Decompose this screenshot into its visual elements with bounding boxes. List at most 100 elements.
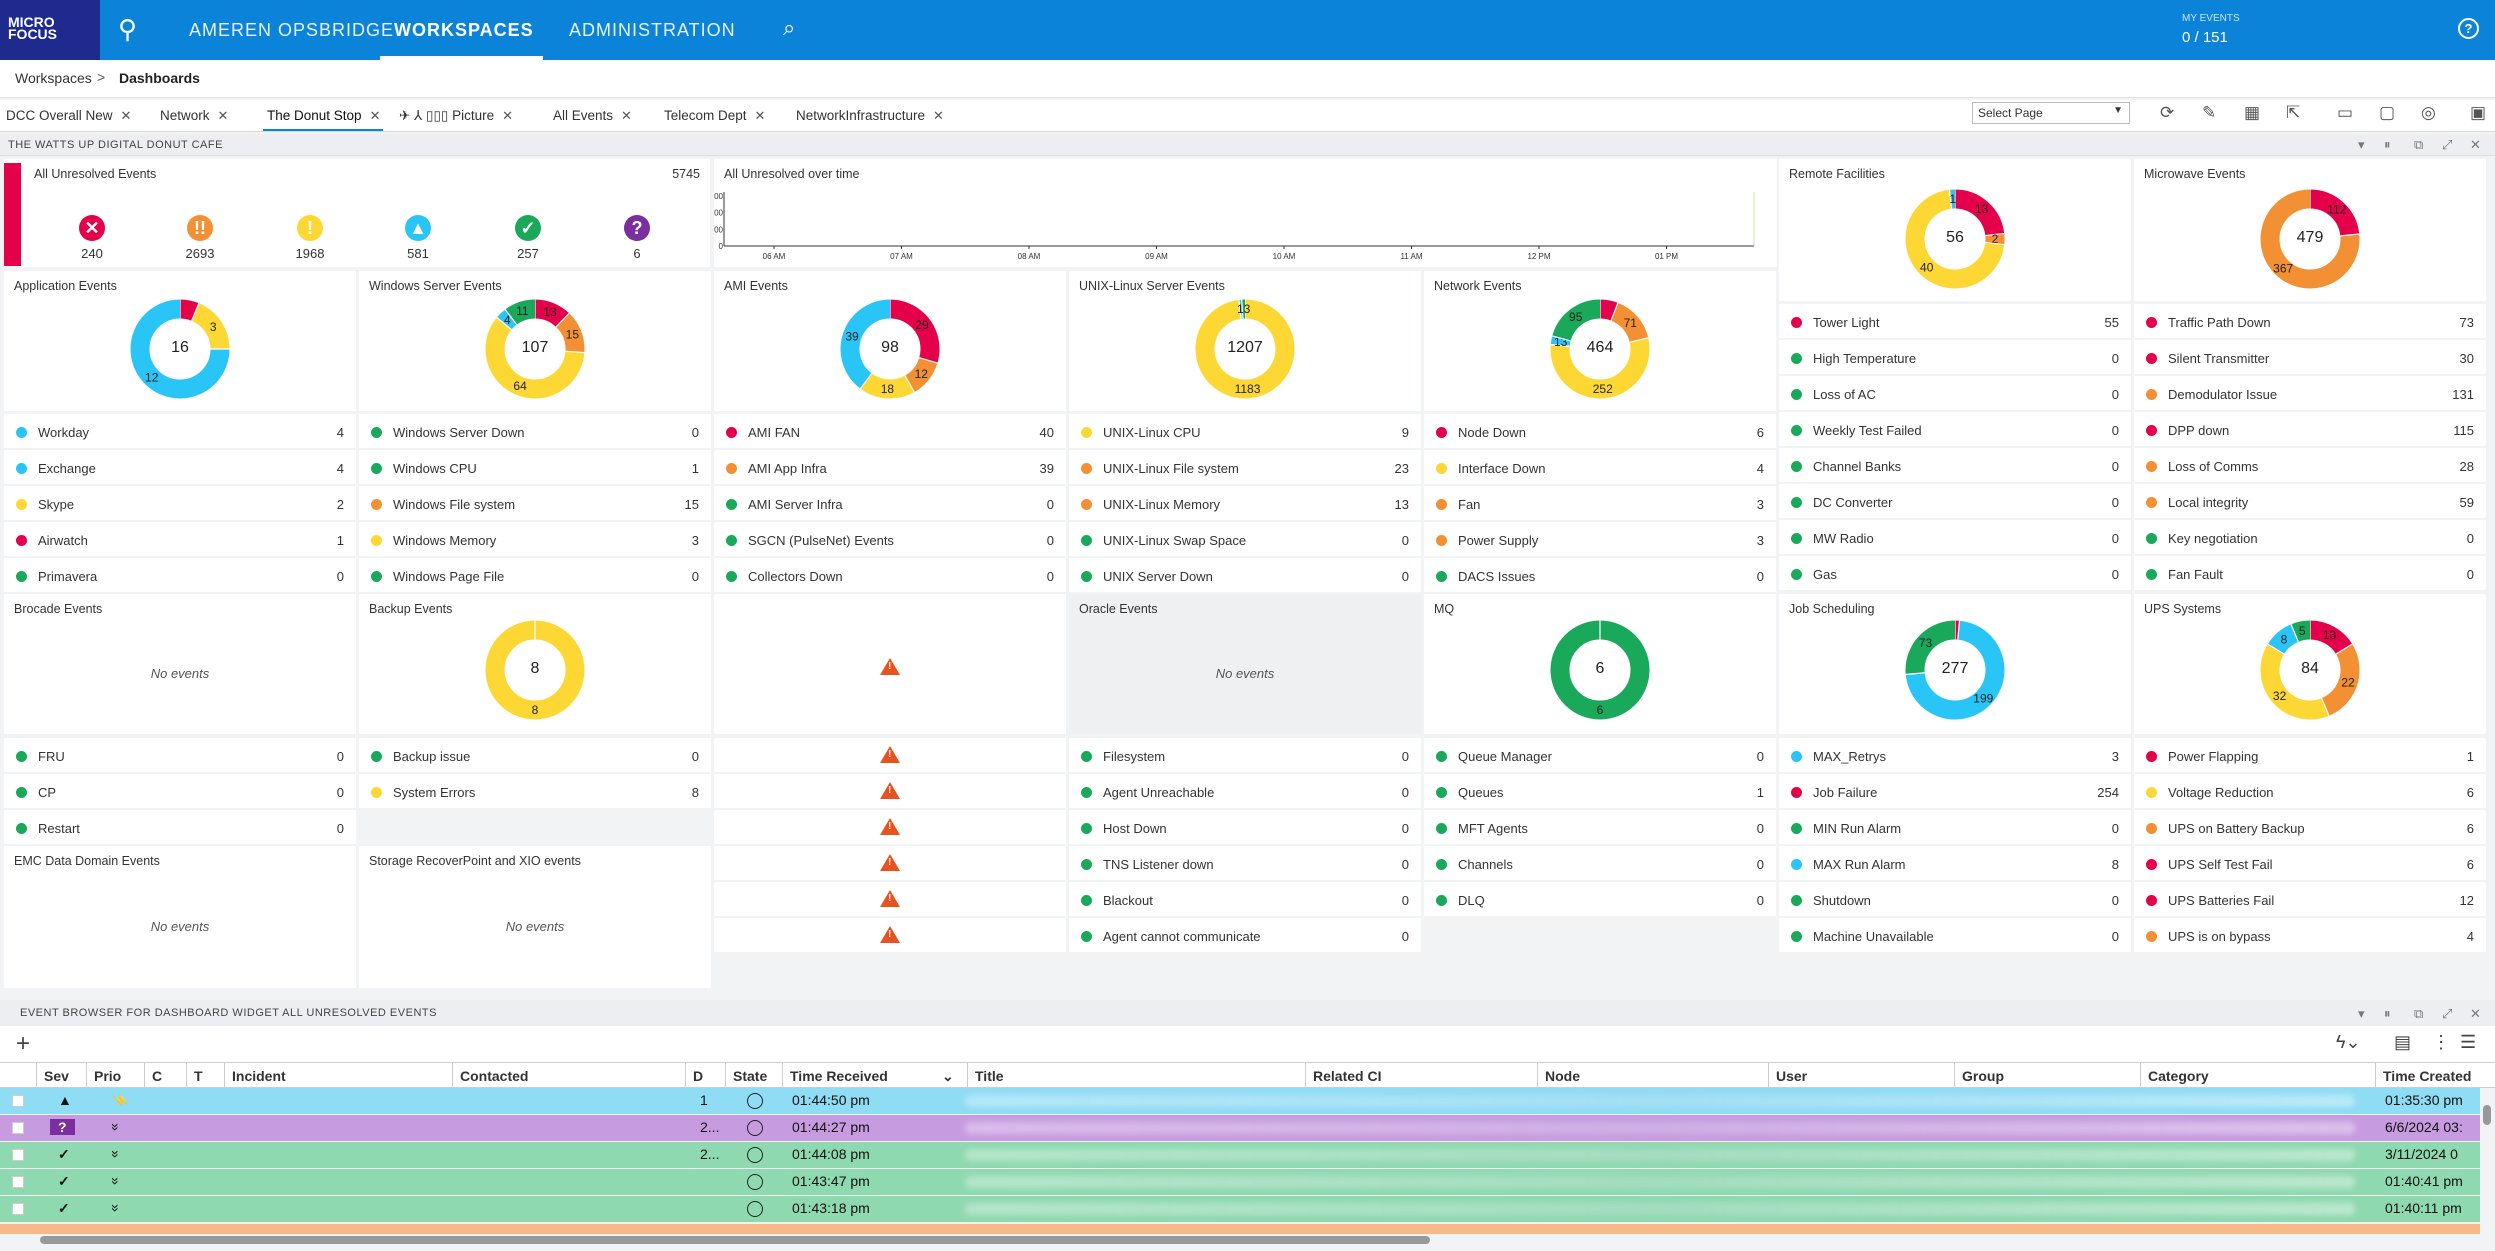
event-category-row[interactable]: DC Converter 0 [1779,484,2131,518]
column-header[interactable]: T [194,1068,203,1084]
app-events-widget[interactable]: Application Events 3 12 16 [4,271,356,411]
event-category-row[interactable]: Job Failure 254 [1779,774,2131,808]
help-icon[interactable]: ? [2458,18,2479,39]
warning-row[interactable] [714,810,1066,844]
event-category-row[interactable]: Filesystem 0 [1069,738,1421,772]
event-category-row[interactable]: Fan 3 [1424,486,1776,520]
event-category-row[interactable]: MAX_Retrys 3 [1779,738,2131,772]
event-category-row[interactable]: Node Down 6 [1424,414,1776,448]
event-category-row[interactable]: Windows File system 15 [359,486,711,520]
event-category-row[interactable]: Queue Manager 0 [1424,738,1776,772]
event-category-row[interactable]: Power Supply 3 [1424,522,1776,556]
warning-row[interactable] [714,882,1066,916]
column-header[interactable]: Group [1962,1068,2004,1084]
donut-segment[interactable] [1905,189,2005,289]
normal-severity-icon[interactable]: ✓ [515,215,541,241]
donut-segment[interactable] [1195,299,1295,399]
donut-chart[interactable]: 13 22 32 8 5 84 [2260,620,2360,720]
tab-networkinfrastructure[interactable]: NetworkInfrastructure ✕ [796,108,944,123]
donut-chart[interactable]: 13 15 64 4 11 107 [485,299,585,399]
donut-segment[interactable] [485,299,585,399]
select-page-dropdown[interactable]: Select Page ▼ [1972,102,2130,124]
microwave-events-widget[interactable]: Microwave Events 112 367 479 [2134,159,2486,301]
warning-row[interactable] [714,846,1066,880]
expand-icon[interactable]: ⤢ [2442,1006,2453,1021]
event-category-row[interactable]: Gas 0 [1779,556,2131,590]
event-category-row[interactable]: DACS Issues 0 [1424,558,1776,592]
donut-segment[interactable] [1550,299,1650,399]
donut-chart[interactable]: 199 73 277 [1905,620,2005,720]
close-icon[interactable]: ✕ [2470,137,2481,152]
event-category-row[interactable]: Local integrity 59 [2134,484,2486,518]
donut-segment[interactable] [1905,620,2005,720]
warning-row[interactable] [714,774,1066,808]
event-category-row[interactable]: Fan Fault 0 [2134,556,2486,590]
donut-segment[interactable] [1550,299,1650,399]
event-category-row[interactable]: Agent cannot communicate 0 [1069,918,1421,952]
tab-dcc-overall-new[interactable]: DCC Overall New ✕ [6,108,132,123]
event-category-row[interactable]: UPS is on bypass 4 [2134,918,2486,952]
event-category-row[interactable]: Machine Unavailable 0 [1779,918,2131,952]
event-category-row[interactable]: UPS Batteries Fail 12 [2134,882,2486,916]
event-category-row[interactable]: Weekly Test Failed 0 [1779,412,2131,446]
event-category-row[interactable]: Restart 0 [4,810,356,844]
event-category-row[interactable]: AMI Server Infra 0 [714,486,1066,520]
mq-events-widget[interactable]: MQ 6 6 [1424,594,1776,734]
donut-segment[interactable] [2260,189,2360,289]
column-header[interactable]: Time Created [2383,1068,2472,1084]
event-category-row[interactable]: Channel Banks 0 [1779,448,2131,482]
edit-icon[interactable]: ✎ [2202,103,2217,122]
event-category-row[interactable]: Shutdown 0 [1779,882,2131,916]
expand-icon[interactable]: ⤢ [2442,137,2453,152]
column-header[interactable]: Incident [232,1068,286,1084]
event-category-row[interactable]: UPS on Battery Backup 6 [2134,810,2486,844]
export-icon[interactable]: ⇱ [2286,103,2301,122]
__warn-events-widget[interactable] [714,594,1066,734]
pause-icon[interactable]: ⏸ [2384,137,2391,152]
column-header[interactable]: Related CI [1313,1068,1382,1084]
event-category-row[interactable]: UNIX-Linux Swap Space 0 [1069,522,1421,556]
donut-segment[interactable] [2260,620,2360,720]
event-category-row[interactable]: Channels 0 [1424,846,1776,880]
donut-segment[interactable] [840,299,940,399]
column-header[interactable]: Contacted [460,1068,529,1084]
column-header[interactable]: D [693,1068,704,1084]
minor-severity-icon[interactable]: ! [297,215,323,241]
event-category-row[interactable]: Agent Unreachable 0 [1069,774,1421,808]
tab-telecom-dept[interactable]: Telecom Dept ✕ [664,108,766,123]
major-severity-icon[interactable]: !! [187,215,213,241]
ups-events-widget[interactable]: UPS Systems 13 22 32 8 5 84 [2134,594,2486,734]
event-category-row[interactable]: Windows Memory 3 [359,522,711,556]
more-options-icon[interactable]: ⋮ [2432,1032,2450,1052]
row-checkbox[interactable] [12,1122,24,1134]
column-header[interactable]: Sev [44,1068,69,1084]
event-category-row[interactable]: MAX Run Alarm 8 [1779,846,2131,880]
table-row[interactable]: ▲ ⚡ 1 01:44:50 pm 01:35:30 pm [0,1088,2480,1114]
screen-icon[interactable]: ▣ [2470,103,2487,122]
event-category-row[interactable]: Loss of AC 0 [1779,376,2131,410]
event-category-row[interactable]: FRU 0 [4,738,356,772]
donut-segment[interactable] [2260,620,2360,720]
table-row[interactable]: ✓ » 2... 01:44:08 pm 3/11/2024 0 [0,1142,2480,1168]
event-category-row[interactable]: Loss of Comms 28 [2134,448,2486,482]
row-checkbox[interactable] [12,1176,24,1188]
tab-all-events[interactable]: All Events ✕ [553,108,632,123]
nav-administration[interactable]: ADMINISTRATION [569,20,736,40]
event-category-row[interactable]: MW Radio 0 [1779,520,2131,554]
brocade-events-widget[interactable]: Brocade Events No events [4,594,356,734]
refresh-icon[interactable]: ⟳ [2160,103,2175,122]
event-category-row[interactable]: Primavera 0 [4,558,356,592]
storage-events-widget[interactable]: Storage RecoverPoint and XIO events No ev… [359,846,711,988]
column-header[interactable]: User [1776,1068,1808,1084]
donut-segment[interactable] [485,299,585,399]
emc-events-widget[interactable]: EMC Data Domain Events No events [4,846,356,988]
close-icon[interactable]: ✕ [502,108,514,123]
horizontal-scrollbar[interactable] [40,1236,1430,1244]
donut-chart[interactable]: 29 12 18 39 98 [840,299,940,399]
tab-network[interactable]: Network ✕ [160,108,229,123]
nav-workspaces[interactable]: WORKSPACES [394,20,534,40]
donut-chart[interactable]: 13 2 40 1 56 [1905,189,2005,289]
event-category-row[interactable]: Power Flapping 1 [2134,738,2486,772]
popout-icon[interactable]: ⧉ [2414,137,2424,152]
